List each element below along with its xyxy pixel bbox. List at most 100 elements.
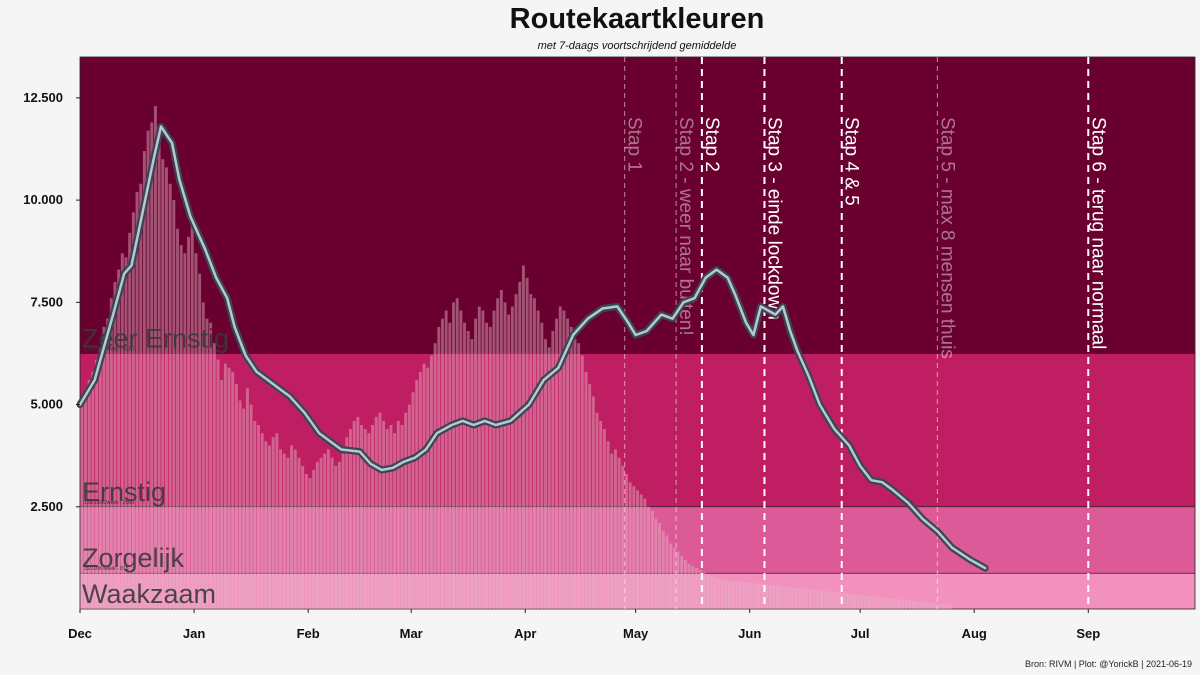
- bar: [102, 326, 106, 609]
- bar: [838, 592, 842, 609]
- bar: [426, 367, 430, 609]
- bar: [878, 597, 882, 609]
- bar: [831, 591, 835, 609]
- bar: [764, 584, 768, 609]
- bar: [496, 298, 500, 609]
- bar: [142, 151, 146, 610]
- bar: [812, 589, 816, 609]
- bar: [713, 577, 717, 609]
- y-tick-label: 5.000: [30, 397, 63, 412]
- bar: [871, 596, 875, 609]
- bar: [271, 437, 275, 609]
- bar: [521, 265, 525, 609]
- bar: [337, 461, 341, 609]
- bar: [429, 355, 433, 609]
- bar: [694, 568, 698, 609]
- bar: [463, 322, 467, 609]
- y-tick-label: 7.500: [30, 294, 63, 309]
- bar: [297, 457, 301, 609]
- bar: [201, 302, 205, 609]
- bar: [912, 600, 915, 609]
- bar: [382, 420, 386, 609]
- bar: [510, 306, 514, 609]
- bar: [407, 404, 411, 609]
- bar: [658, 523, 662, 609]
- bar: [761, 584, 765, 609]
- bar: [632, 486, 636, 609]
- bar: [540, 322, 544, 609]
- bar: [860, 595, 864, 609]
- bar: [135, 191, 139, 609]
- bar: [610, 453, 614, 609]
- bar: [687, 564, 691, 609]
- bar: [908, 600, 912, 609]
- x-tick-label: Aug: [962, 626, 987, 641]
- bar: [665, 535, 669, 609]
- bar: [117, 269, 121, 609]
- bar: [238, 400, 242, 609]
- bar: [750, 582, 754, 609]
- bar: [772, 585, 776, 609]
- bar: [532, 298, 536, 609]
- bar: [816, 590, 820, 609]
- bar: [683, 559, 687, 609]
- bar: [937, 603, 941, 609]
- bar: [120, 253, 124, 609]
- bar: [98, 347, 102, 609]
- bar: [389, 425, 393, 609]
- band-label-2: Ernstig: [82, 477, 166, 507]
- bar: [220, 380, 224, 609]
- bar: [168, 183, 172, 609]
- bar: [915, 601, 919, 609]
- bar: [113, 281, 117, 609]
- y-tick-label: 2.500: [30, 499, 63, 514]
- bar: [518, 281, 522, 609]
- bar: [867, 595, 871, 609]
- bar: [326, 449, 330, 609]
- x-tick-label: Jan: [183, 626, 205, 641]
- bar: [492, 310, 496, 609]
- bar: [805, 588, 809, 609]
- bar: [440, 318, 444, 609]
- bar: [385, 429, 389, 609]
- bar: [179, 245, 183, 610]
- bar: [216, 359, 220, 609]
- bar: [801, 588, 805, 609]
- bar: [374, 416, 378, 609]
- bar: [790, 587, 794, 609]
- bar: [183, 253, 187, 609]
- bar: [864, 595, 868, 609]
- chart-title: Routekaartkleuren: [510, 3, 765, 35]
- x-tick-label: Dec: [68, 626, 92, 641]
- bar: [367, 433, 371, 609]
- bar: [536, 310, 540, 609]
- bar: [882, 597, 886, 609]
- bar: [617, 457, 621, 609]
- bar: [249, 404, 253, 609]
- band-threshold-label-2: 250/100K/week - 6250: [84, 346, 134, 352]
- bar: [172, 200, 176, 609]
- bar: [904, 600, 908, 609]
- bar: [315, 461, 319, 609]
- bar: [900, 599, 904, 609]
- bar: [109, 298, 113, 609]
- bar: [290, 445, 294, 609]
- bar: [849, 593, 853, 609]
- bar: [334, 465, 338, 609]
- event-label-2: Stap 2: [701, 117, 722, 172]
- bar: [459, 310, 463, 609]
- bar: [647, 506, 651, 609]
- bar: [304, 474, 308, 609]
- bar: [352, 420, 356, 609]
- bar-series: [80, 106, 952, 610]
- event-label-3: Stap 3 - einde lockdown: [763, 117, 784, 320]
- bar: [886, 597, 890, 609]
- bar: [728, 580, 731, 609]
- bar: [345, 437, 349, 609]
- bar: [95, 359, 99, 609]
- bar: [650, 510, 654, 609]
- bar: [124, 257, 128, 609]
- bar: [591, 396, 595, 609]
- bar: [503, 302, 507, 609]
- band-3: [80, 57, 1195, 354]
